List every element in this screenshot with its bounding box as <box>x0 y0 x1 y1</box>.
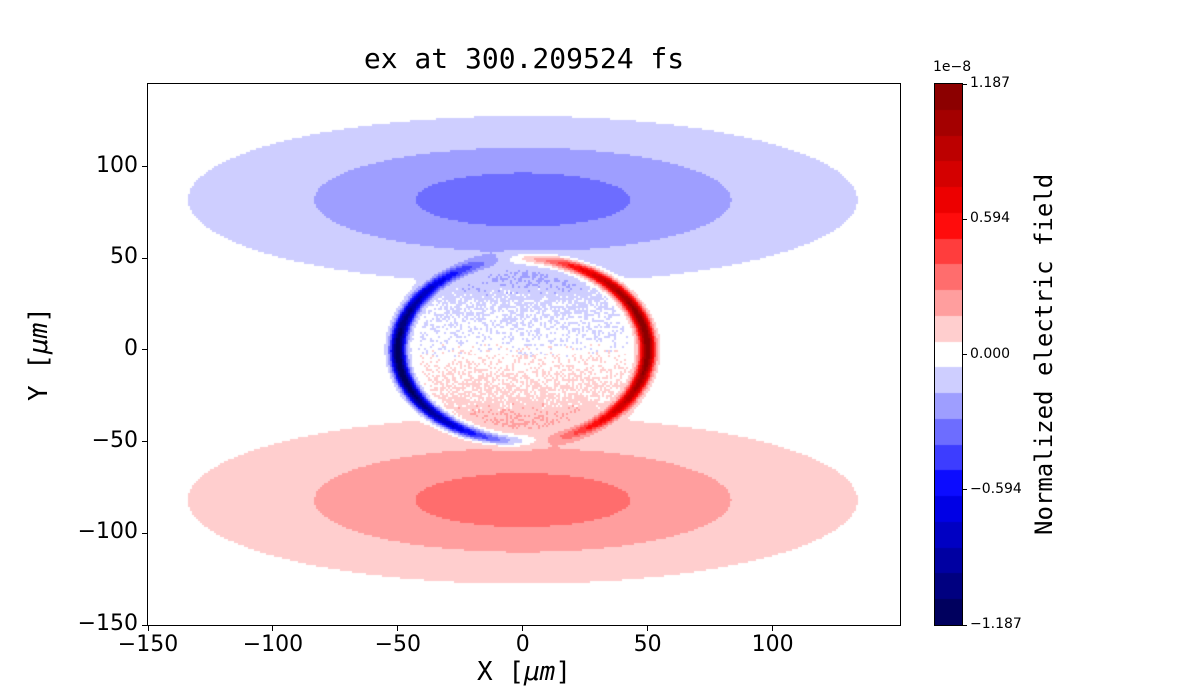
x-tick-mark <box>147 626 149 631</box>
field-heatmap <box>148 84 900 625</box>
colorbar-tick-label: 1.187 <box>970 75 1011 91</box>
colorbar-tick-label: −1.187 <box>970 616 1022 632</box>
colorbar-gradient <box>935 84 962 625</box>
x-tick-label: 100 <box>751 632 794 657</box>
x-tick-mark <box>397 626 399 631</box>
x-tick-label: −50 <box>374 632 422 657</box>
colorbar-tick-label: −0.594 <box>970 480 1022 497</box>
colorbar-scale-label: 1e−8 <box>933 59 972 75</box>
x-axis-label-text: X [ <box>477 657 524 687</box>
x-tick-label: −150 <box>117 632 179 657</box>
colorbar-tick-mark <box>963 624 967 626</box>
colorbar <box>934 83 963 626</box>
colorbar-label: Normalized electric field <box>1030 173 1058 536</box>
y-tick-label: 50 <box>110 244 138 270</box>
colorbar-tick-mark <box>963 354 967 355</box>
x-axis-label-close: ] <box>555 657 571 687</box>
y-axis-label-close: ] <box>24 307 54 324</box>
colorbar-tick-label: 0.000 <box>970 345 1011 362</box>
colorbar-tick-mark <box>963 83 967 85</box>
x-tick-mark <box>647 626 649 631</box>
y-tick-label: −100 <box>77 519 138 545</box>
x-tick-mark <box>272 626 274 631</box>
plot-title: ex at 300.209524 fs <box>363 42 685 75</box>
colorbar-tick-mark <box>963 489 967 491</box>
x-tick-mark <box>772 626 774 631</box>
colorbar-tick-label: 0.594 <box>970 210 1011 227</box>
colorbar-tick-mark <box>963 218 967 220</box>
y-axis-label-unit: μm <box>24 323 54 355</box>
y-tick-label: −150 <box>77 611 138 636</box>
y-tick-label: −50 <box>91 427 138 453</box>
x-tick-mark <box>522 626 524 631</box>
x-axis-label: X [μm] <box>148 657 900 687</box>
x-axis-label-unit: μm <box>524 657 556 687</box>
plot-area <box>147 83 901 626</box>
y-axis-label-text: Y [ <box>24 354 54 402</box>
x-tick-label: 0 <box>515 632 530 657</box>
y-tick-label: 100 <box>96 152 138 178</box>
x-tick-label: −100 <box>242 632 304 657</box>
x-tick-label: 50 <box>633 632 662 657</box>
y-tick-label: 0 <box>124 335 138 361</box>
y-axis-label: Y [μm] <box>24 84 54 625</box>
